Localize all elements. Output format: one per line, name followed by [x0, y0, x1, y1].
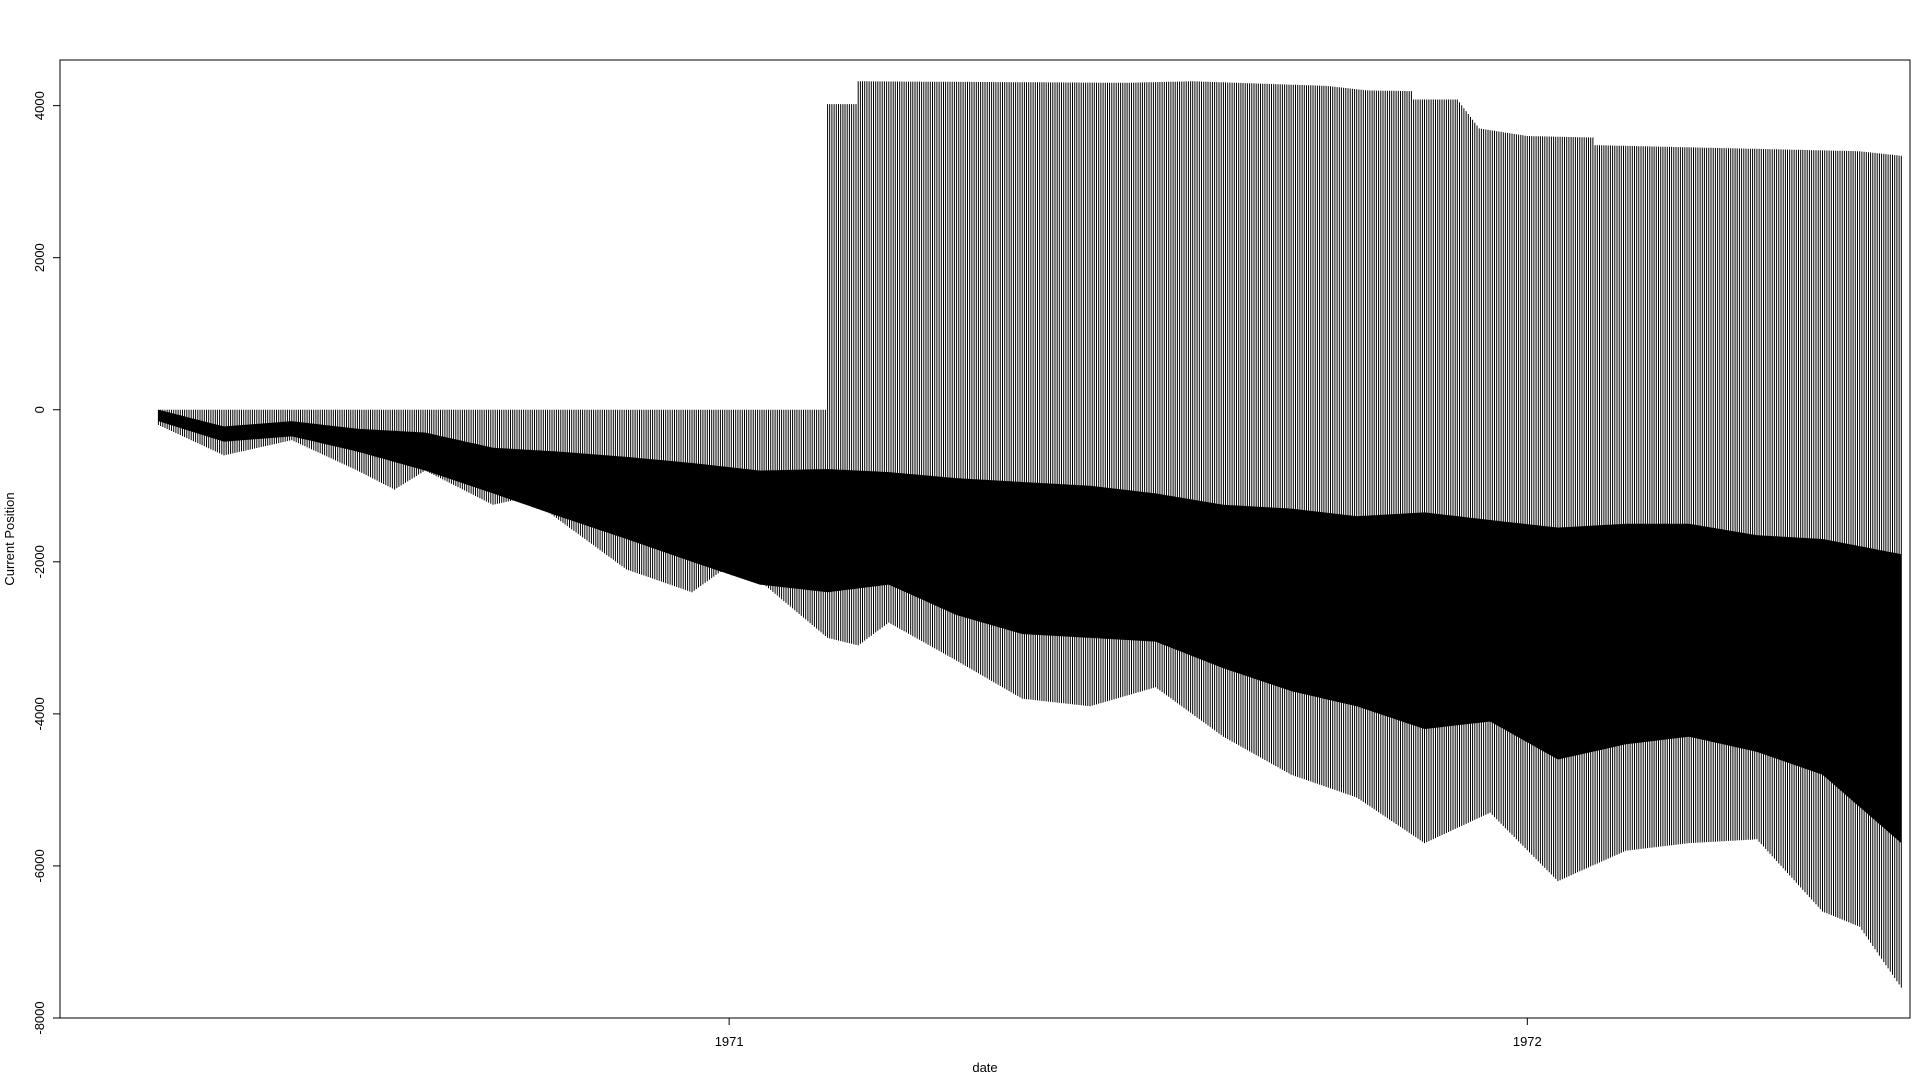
y-tick-label: 4000 — [32, 91, 47, 120]
axis-layer: -8000 -6000 -4000 -2000 0 2000 4000 1971 1972 — [32, 91, 1542, 1049]
y-tick-label: 2000 — [32, 243, 47, 272]
y-tick-label: -8000 — [32, 1001, 47, 1034]
y-tick-label: 0 — [32, 406, 47, 413]
bars-layer — [157, 81, 1902, 988]
y-tick-label: -4000 — [32, 697, 47, 730]
x-axis-title: date — [972, 1060, 997, 1075]
x-tick-label: 1972 — [1513, 1034, 1542, 1049]
plot-frame — [59, 59, 1911, 1019]
y-axis-title: Current Position — [2, 492, 17, 585]
y-tick-label: -6000 — [32, 849, 47, 882]
dense-position-band — [158, 409, 1902, 844]
x-tick-label: 1971 — [715, 1034, 744, 1049]
y-tick-label: -2000 — [32, 545, 47, 578]
